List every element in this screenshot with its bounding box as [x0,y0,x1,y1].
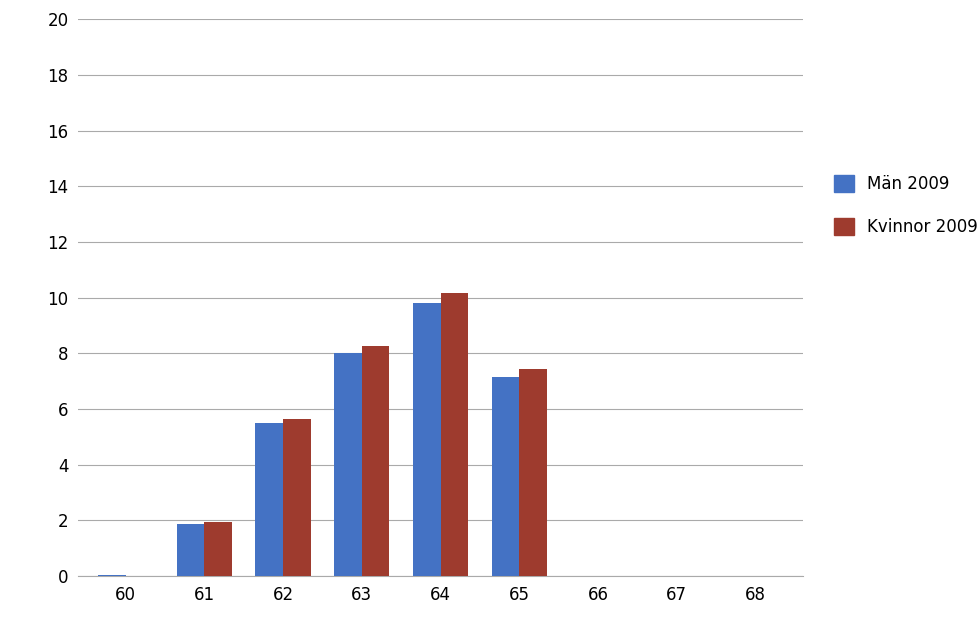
Bar [518,369,547,576]
Bar [283,419,310,576]
Bar [333,353,362,576]
Bar [177,525,204,576]
Bar [255,423,283,576]
Bar [362,346,389,576]
Legend: Män 2009, Kvinnor 2009: Män 2009, Kvinnor 2009 [824,167,978,244]
Bar [440,293,467,576]
Bar [491,377,518,576]
Bar [413,303,440,576]
Bar [98,575,125,576]
Bar [204,522,232,576]
